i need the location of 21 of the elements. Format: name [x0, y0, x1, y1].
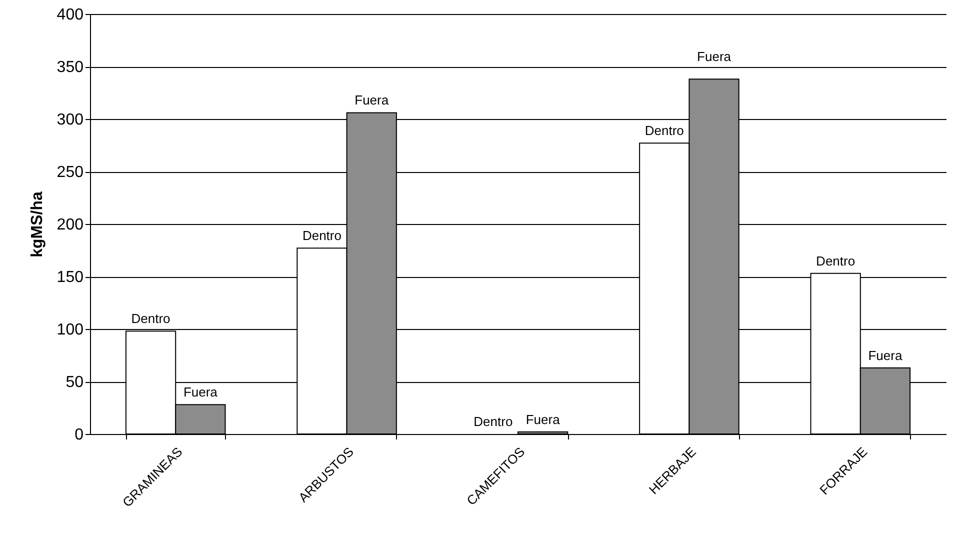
- text: Dentro: [302, 228, 342, 244]
- series-label: Dentro: [131, 311, 170, 326]
- y-tick-label: 200: [56, 216, 84, 234]
- y-tick-label: 100: [56, 322, 84, 338]
- text: Dentro: [816, 253, 856, 268]
- text: Dentro: [474, 414, 513, 429]
- text: Fuera: [526, 412, 560, 427]
- text: Fuera: [697, 49, 732, 64]
- series-label: Fuera: [183, 384, 218, 400]
- y-tick-label: 50: [66, 374, 84, 391]
- y-tick-label: 400: [56, 6, 84, 24]
- y-tick-label: 150: [56, 269, 84, 286]
- y-tick-label: 350: [56, 59, 84, 76]
- y-tick-label: 300: [56, 112, 84, 128]
- text: Dentro: [644, 123, 684, 138]
- y-tick-label: 0: [74, 426, 84, 444]
- bar: [518, 431, 568, 434]
- text: Fuera: [354, 92, 389, 108]
- text: Fuera: [868, 348, 902, 363]
- y-axis-title: kgMS/ha: [28, 192, 46, 258]
- y-tick-label: 250: [56, 164, 84, 181]
